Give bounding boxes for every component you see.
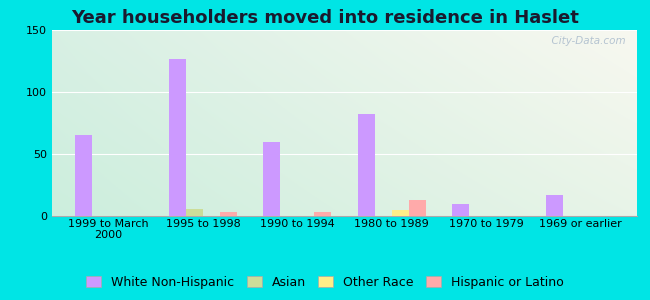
Text: City-Data.com: City-Data.com xyxy=(545,36,625,46)
Bar xyxy=(452,204,469,216)
Bar xyxy=(220,212,237,216)
Legend: White Non-Hispanic, Asian, Other Race, Hispanic or Latino: White Non-Hispanic, Asian, Other Race, H… xyxy=(81,271,569,294)
Bar xyxy=(409,200,426,216)
Bar xyxy=(169,58,186,216)
Bar xyxy=(263,142,280,216)
Bar xyxy=(547,195,564,216)
Text: Year householders moved into residence in Haslet: Year householders moved into residence i… xyxy=(71,9,579,27)
Bar xyxy=(358,114,374,216)
Bar xyxy=(315,212,332,216)
Bar xyxy=(392,210,409,216)
Bar xyxy=(186,208,203,216)
Bar xyxy=(75,135,92,216)
